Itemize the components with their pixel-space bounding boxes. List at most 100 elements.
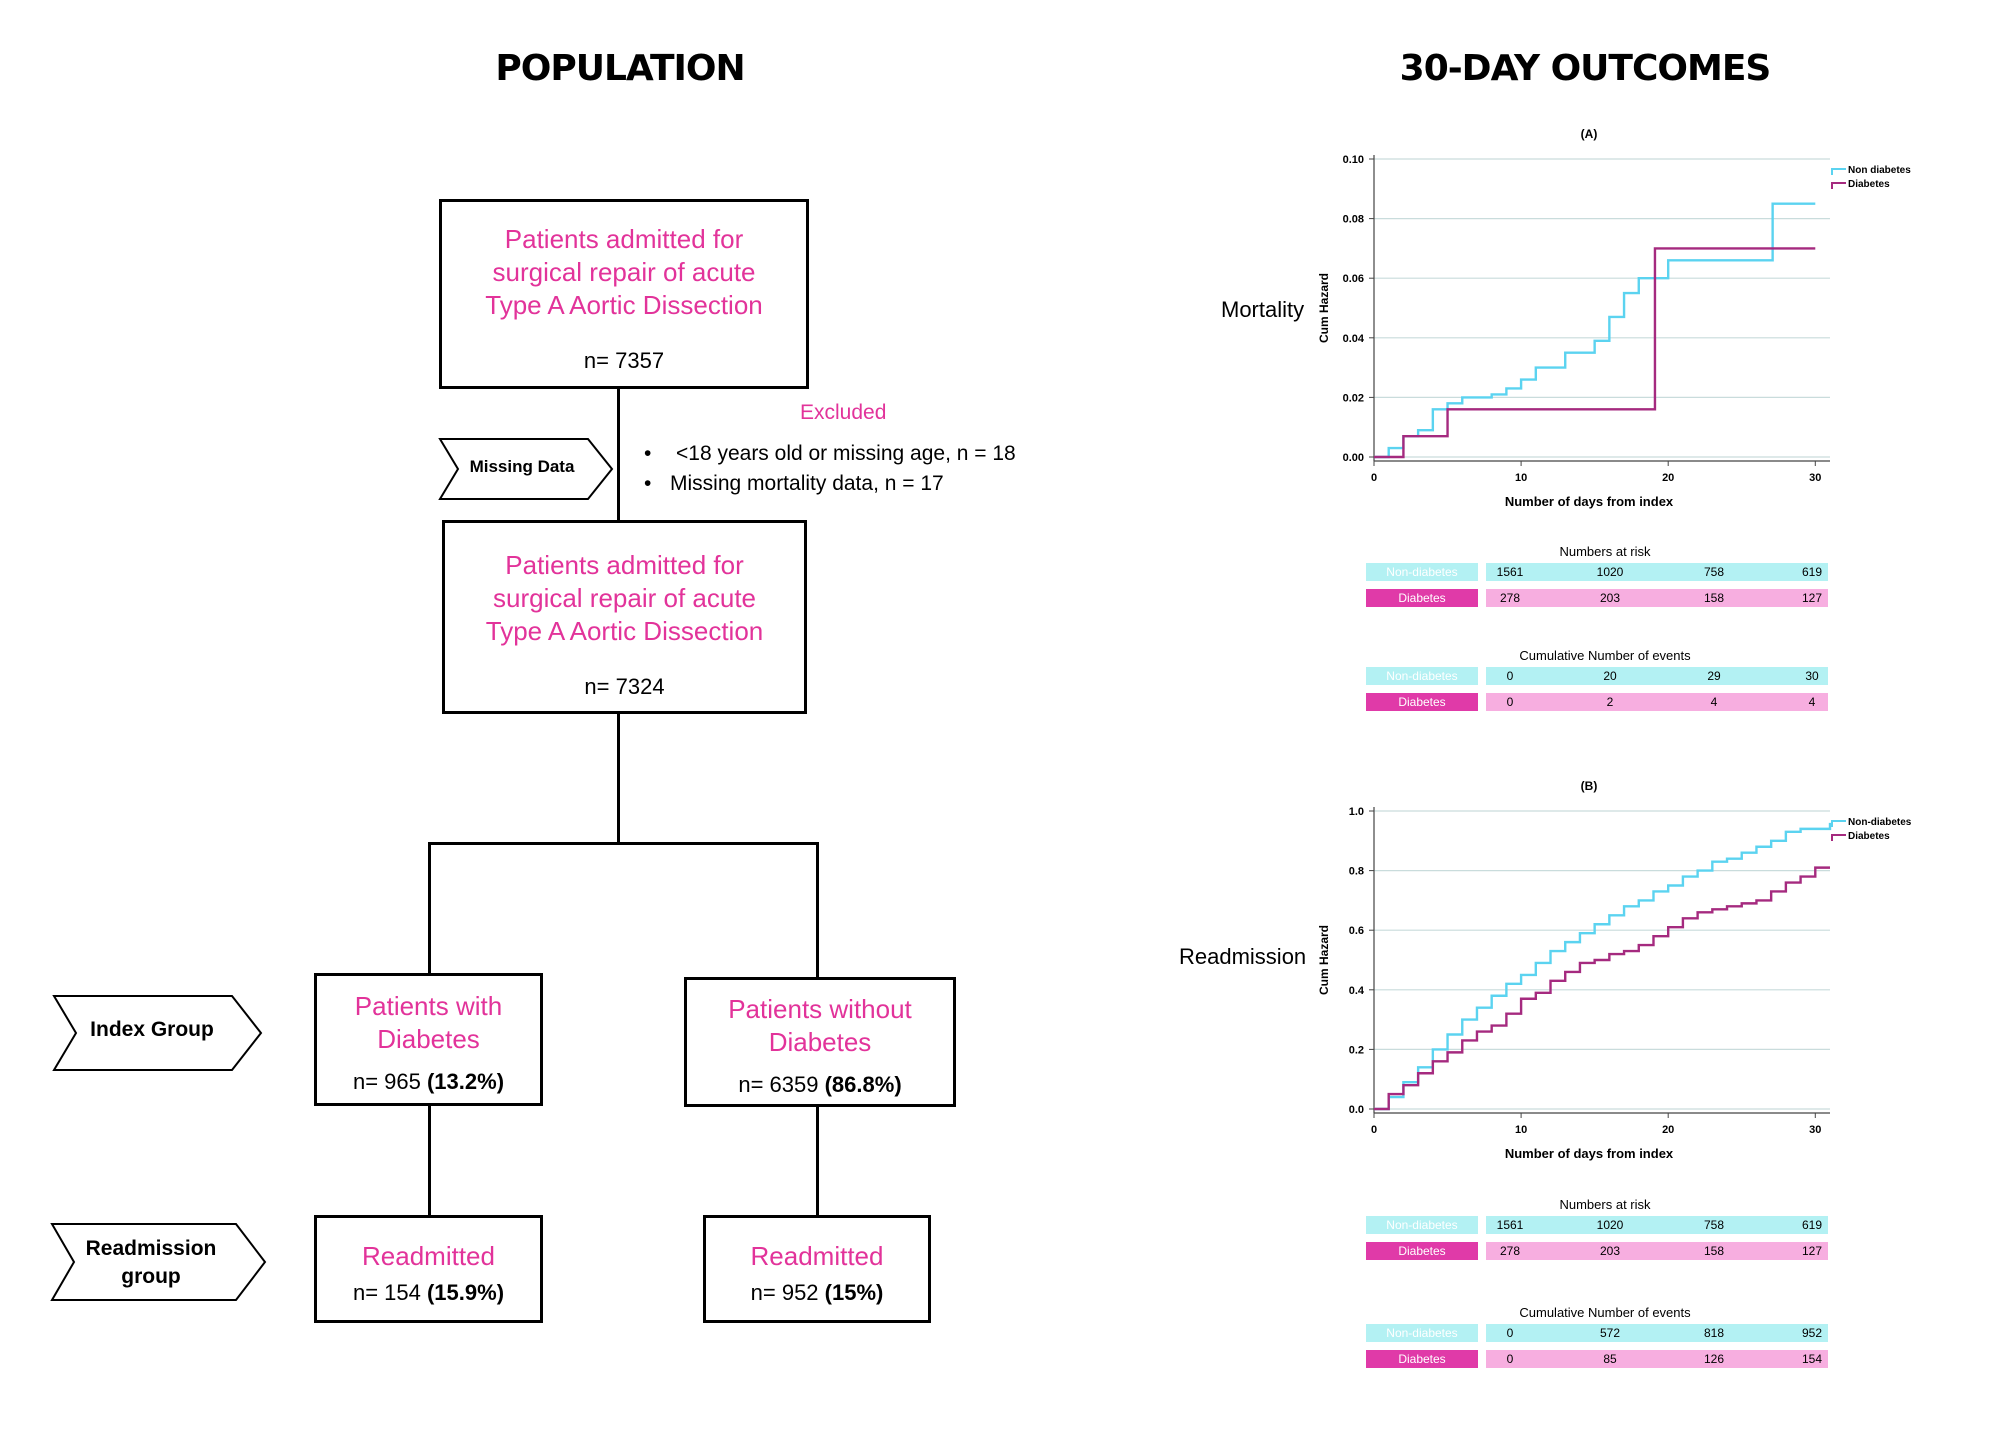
readmission-legend-swatch (1831, 820, 1846, 827)
connector-split-right (816, 842, 819, 978)
readmission-legend-label: Non-diabetes (1848, 817, 1912, 828)
readmission-ytick-label: 0.0 (1349, 1104, 1364, 1116)
connector-box1-box2 (617, 388, 620, 522)
mortality-events-row-name: Diabetes (1366, 693, 1478, 711)
readmission-title: (B) (1581, 779, 1598, 793)
excluded-bullet-2: • (644, 472, 652, 495)
nondiab-line1: Patients without (728, 994, 912, 1024)
mortality-risk-cell: 1561 (1496, 565, 1524, 579)
connector-box2-split (617, 713, 620, 843)
mortality-legend-swatch (1831, 168, 1846, 175)
connector-split-left (428, 842, 431, 974)
readmission-events-cell: 0 (1506, 1326, 1514, 1340)
mortality-ytick-label: 0.02 (1343, 392, 1364, 404)
mortality-risk-cell: 203 (1599, 591, 1621, 605)
readmission-risk-cell: 1020 (1596, 1218, 1624, 1232)
readmission-ytick-label: 1.0 (1349, 806, 1364, 818)
readm-nondiab-n-row: n= 952 (15%) (706, 1280, 928, 1306)
readmission-risk-cell: 619 (1801, 1218, 1823, 1232)
mortality-ylabel: Cum Hazard (1317, 273, 1331, 343)
mortality-legend-swatch (1831, 182, 1846, 189)
mortality-risk-cell: 1020 (1596, 565, 1624, 579)
mortality-events-cell: 29 (1707, 669, 1721, 683)
nondiab-n-row: n= 6359 (86.8%) (687, 1072, 953, 1098)
readmission-events-row: Non-diabetes 0 572 818 952 (1366, 1324, 1828, 1342)
mortality-ytick-label: 0.04 (1343, 333, 1365, 345)
readmission-events-cell: 85 (1603, 1352, 1617, 1366)
excluded-item-2: Missing mortality data, n = 17 (670, 472, 944, 495)
mortality-events-cell: 4 (1808, 695, 1816, 709)
diab-n-row: n= 965 (13.2%) (317, 1069, 540, 1095)
readmission-events-cell: 952 (1801, 1326, 1823, 1340)
mortality-events-row-values: 0 2 4 4 (1486, 693, 1828, 711)
readmission-risk-row-name: Diabetes (1366, 1242, 1478, 1260)
mortality-risk-cell: 158 (1703, 591, 1725, 605)
readmission-events-cell: 572 (1599, 1326, 1621, 1340)
readm-diab-pct: (15.9%) (426, 1280, 505, 1305)
readmission-label: Readmission (1179, 944, 1307, 969)
readmission-series-diabetes-line (1374, 866, 1830, 1111)
connector-nondiab-readm (816, 1107, 819, 1217)
readm-nondiab-pct: (15%) (824, 1280, 884, 1305)
mortality-events-row: Diabetes 0 2 4 4 (1366, 693, 1828, 711)
index-group-arrow (52, 995, 263, 1071)
readmission-ytick-label: 0.4 (1349, 985, 1365, 997)
mortality-events-row-name: Non-diabetes (1366, 667, 1478, 685)
box2-line3: Type A Aortic Dissection (485, 616, 764, 646)
box-readmitted-diabetes: Readmitted n= 154 (15.9%) (314, 1215, 543, 1323)
readm-diab-title: Readmitted (362, 1241, 495, 1271)
readm-diab-n: n= 154 (352, 1280, 421, 1305)
readmission-events-cell: 818 (1703, 1326, 1725, 1340)
readmission-ylabel: Cum Hazard (1317, 925, 1331, 995)
excluded-item-1: <18 years old or missing age, n = 18 (676, 442, 1016, 465)
mortality-events-cell: 0 (1506, 695, 1514, 709)
readmission-events-row-values: 0 85 126 154 (1486, 1350, 1828, 1368)
readmission-ytick-label: 0.6 (1349, 925, 1364, 937)
excluded-bullet-1: • (644, 442, 652, 465)
population-heading: POPULATION (495, 48, 745, 89)
connector-split (428, 842, 819, 845)
events-title-a: Cumulative Number of events (1519, 648, 1691, 663)
readmission-risk-cell: 203 (1599, 1244, 1621, 1258)
box-without-diabetes: Patients without Diabetes n= 6359 (86.8%… (684, 977, 956, 1107)
mortality-ytick-label: 0.06 (1343, 273, 1364, 285)
mortality-xlabel: Number of days from index (1505, 494, 1674, 509)
readm-nondiab-title: Readmitted (750, 1241, 884, 1271)
box1-line1: Patients admitted for (504, 224, 744, 254)
mortality-legend-label: Diabetes (1848, 179, 1890, 190)
mortality-title: (A) (1581, 127, 1598, 141)
readmission-series-nondiabetes-line (1374, 822, 1832, 1111)
readmission-events-row-name: Non-diabetes (1366, 1324, 1478, 1342)
readmission-events-row-values: 0 572 818 952 (1486, 1324, 1828, 1342)
readmission-risk-cell: 158 (1703, 1244, 1725, 1258)
mortality-risk-row: Diabetes 278 203 158 127 (1366, 589, 1828, 607)
connector-diab-readm (428, 1105, 431, 1217)
box2-n: n= 7324 (584, 674, 665, 699)
nondiab-n: n= 6359 (738, 1072, 819, 1097)
mortality-label: Mortality (1221, 297, 1305, 322)
mortality-risk-cell: 619 (1801, 565, 1823, 579)
readmission-group-arrow (50, 1223, 267, 1301)
missing-data-arrow (438, 438, 614, 500)
mortality-chart: (A) 0.00 0.02 0.04 0.06 0.08 0.10 0 10 20 30 Number… (1317, 127, 1911, 509)
box-with-diabetes: Patients with Diabetes n= 965 (13.2%) (314, 973, 543, 1106)
readm-nondiab-n: n= 952 (750, 1280, 819, 1305)
readmission-risk-row: Non-diabetes 1561 1020 758 619 (1366, 1216, 1828, 1234)
mortality-events-row-values: 0 20 29 30 (1486, 667, 1828, 685)
readmission-events-cell: 126 (1703, 1352, 1725, 1366)
readmission-xtick-label: 20 (1662, 1124, 1674, 1136)
readmission-xlabel: Number of days from index (1505, 1146, 1674, 1161)
mortality-events-cell: 2 (1606, 695, 1614, 709)
mortality-risk-cell: 758 (1703, 565, 1725, 579)
box-admitted-final: Patients admitted for surgical repair of… (442, 520, 807, 714)
mortality-risk-row-values: 278 203 158 127 (1486, 589, 1828, 607)
box1-line3: Type A Aortic Dissection (485, 290, 763, 320)
readmission-risk-row-values: 278 203 158 127 (1486, 1242, 1828, 1260)
nondiab-pct: (86.8%) (824, 1072, 902, 1097)
readmission-group-label: Readmission group (66, 1235, 236, 1291)
box2-line1: Patients admitted for (505, 550, 744, 580)
readmission-risk-row-name: Non-diabetes (1366, 1216, 1478, 1234)
readmission-risk-cell: 278 (1499, 1244, 1521, 1258)
mortality-ytick-label: 0.00 (1343, 452, 1364, 464)
readmission-risk-cell: 127 (1801, 1244, 1823, 1258)
